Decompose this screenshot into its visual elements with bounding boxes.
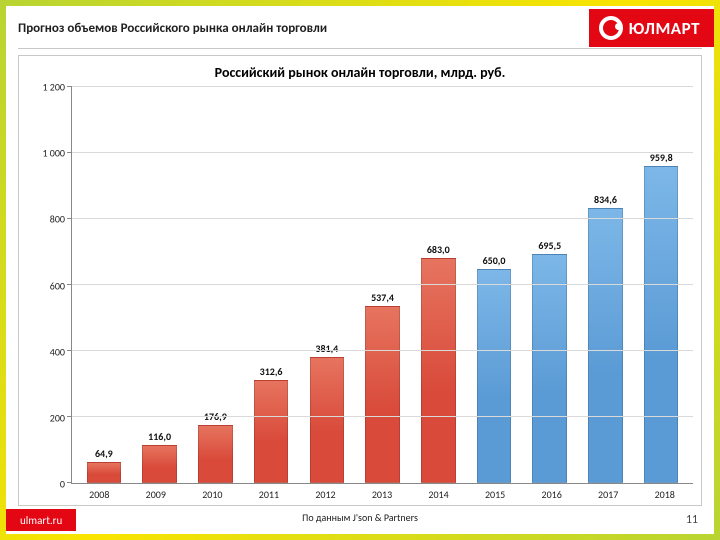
brand-logo-text: ЮЛМАРТ [629, 18, 700, 39]
grid-line [72, 350, 693, 351]
bar [477, 269, 512, 484]
y-tick-mark [67, 152, 72, 154]
slide: Прогноз объемов Российского рынка онлайн… [6, 6, 714, 534]
brand-logo: ЮЛМАРТ [589, 9, 714, 47]
y-tick-label: 400 [50, 345, 65, 358]
bar-value-label: 116,0 [148, 430, 171, 443]
bar-slot: 176,9 [187, 87, 243, 483]
y-tick-mark [67, 350, 72, 352]
bar-value-label: 64,9 [95, 447, 113, 460]
bar [365, 306, 400, 483]
x-tick-label: 2009 [128, 488, 185, 501]
bar-value-label: 312,6 [260, 365, 283, 378]
bar-slot: 312,6 [243, 87, 299, 483]
page-number: 11 [686, 513, 698, 527]
x-tick-label: 2008 [71, 488, 128, 501]
chart-container: Российский рынок онлайн торговли, млрд. … [18, 55, 702, 506]
x-tick-label: 2014 [410, 488, 467, 501]
y-tick-label: 200 [50, 411, 65, 424]
header: Прогноз объемов Российского рынка онлайн… [6, 6, 714, 48]
grid-line [72, 416, 693, 417]
y-tick-label: 0 [60, 478, 65, 491]
bar-slot: 683,0 [410, 87, 466, 483]
bar [644, 166, 679, 483]
bar-value-label: 959,8 [650, 151, 673, 164]
chart-plot: 02004006008001 0001 200 64,9116,0176,931… [27, 87, 693, 484]
x-axis: 2008200920102011201220132014201520162017… [71, 488, 693, 501]
y-tick-mark [67, 86, 72, 88]
y-tick-label: 600 [50, 279, 65, 292]
bar [87, 462, 122, 483]
bar-slot: 959,8 [633, 87, 689, 483]
y-tick-mark [67, 416, 72, 418]
bar-slot: 381,4 [299, 87, 355, 483]
y-tick-mark [67, 482, 72, 484]
y-tick-label: 1 200 [42, 81, 65, 94]
bar-value-label: 537,4 [371, 291, 394, 304]
plot-area: 64,9 116,0 176,9 312,6 381,4 537,4 683,0 650,0 6… [71, 87, 693, 484]
bar [532, 254, 567, 484]
bar-slot: 64,9 [76, 87, 132, 483]
grid-line [72, 152, 693, 153]
y-axis: 02004006008001 0001 200 [27, 87, 71, 484]
slide-title: Прогноз объемов Российского рынка онлайн… [18, 21, 327, 36]
bar [254, 380, 289, 483]
bar-value-label: 381,4 [315, 342, 338, 355]
bars-row: 64,9 116,0 176,9 312,6 381,4 537,4 683,0 650,0 6… [72, 87, 693, 483]
bar [588, 208, 623, 483]
bar [421, 258, 456, 483]
grid-line [72, 284, 693, 285]
bar-slot: 116,0 [132, 87, 188, 483]
y-tick-label: 1 000 [42, 147, 65, 160]
x-tick-label: 2018 [636, 488, 693, 501]
grid-line [72, 86, 693, 87]
bar-slot: 650,0 [466, 87, 522, 483]
bar-slot: 834,6 [578, 87, 634, 483]
bar-value-label: 695,5 [538, 239, 561, 252]
header-divider [18, 48, 702, 49]
x-tick-label: 2010 [184, 488, 241, 501]
logo-ring-icon [599, 16, 623, 40]
bar [198, 425, 233, 483]
y-tick-mark [67, 218, 72, 220]
x-tick-label: 2017 [580, 488, 637, 501]
bar [310, 357, 345, 483]
x-tick-label: 2011 [241, 488, 298, 501]
x-tick-label: 2016 [523, 488, 580, 501]
footer-site-badge: ulmart.ru [6, 509, 76, 531]
source-citation: По данным J'son & Partners [302, 511, 418, 524]
bar-value-label: 683,0 [427, 243, 450, 256]
bar-value-label: 650,0 [483, 254, 506, 267]
bar-slot: 695,5 [522, 87, 578, 483]
bar-slot: 537,4 [355, 87, 411, 483]
x-tick-label: 2013 [354, 488, 411, 501]
grid-line [72, 218, 693, 219]
x-tick-label: 2012 [297, 488, 354, 501]
y-tick-mark [67, 284, 72, 286]
bar-value-label: 834,6 [594, 193, 617, 206]
x-tick-label: 2015 [467, 488, 524, 501]
bar [142, 445, 177, 483]
chart-title: Российский рынок онлайн торговли, млрд. … [27, 62, 693, 87]
y-tick-label: 800 [50, 213, 65, 226]
